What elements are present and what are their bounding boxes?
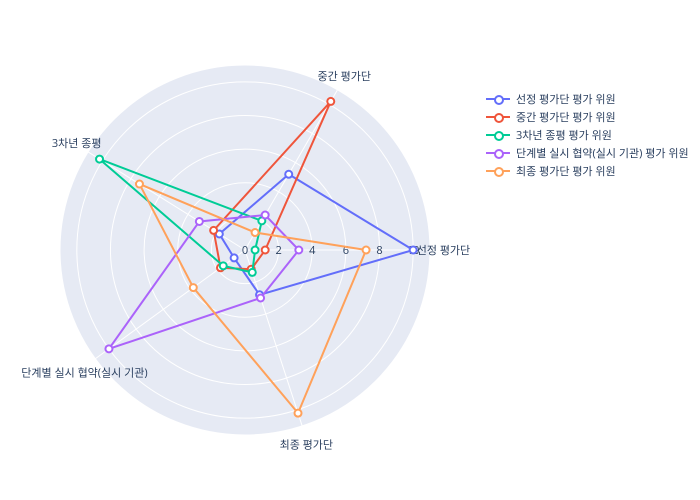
legend-marker-icon	[494, 95, 504, 105]
legend-item[interactable]: 선정 평가단 평가 위원	[486, 90, 689, 108]
axis-label: 선정 평가단	[417, 243, 470, 258]
axis-label: 중간 평가단	[317, 69, 370, 84]
radial-tick-label: 2	[275, 243, 281, 258]
series-marker[interactable]	[252, 229, 259, 236]
legend-label: 최종 평가단 평가 위원	[516, 163, 616, 179]
series-marker[interactable]	[190, 284, 197, 291]
series-marker[interactable]	[295, 247, 302, 254]
series-marker[interactable]	[410, 247, 417, 254]
legend-item[interactable]: 단계별 실시 협약(실시 기관) 평가 위원	[486, 144, 689, 162]
radar-chart-svg: 0246810선정 평가단중간 평가단3차년 종평단계별 실시 협약(실시 기관…	[0, 0, 700, 500]
legend-label: 선정 평가단 평가 위원	[516, 91, 616, 107]
radial-tick-label: 4	[309, 243, 316, 258]
series-marker[interactable]	[220, 262, 227, 269]
series-marker[interactable]	[196, 218, 203, 225]
legend-marker-icon	[494, 167, 504, 177]
axis-label: 최종 평가단	[280, 438, 333, 453]
legend-swatch	[486, 93, 510, 105]
legend-item[interactable]: 최종 평가단 평가 위원	[486, 162, 689, 180]
series-marker[interactable]	[231, 254, 238, 261]
radial-tick-label: 6	[343, 243, 349, 258]
legend-swatch	[486, 147, 510, 159]
legend-swatch	[486, 111, 510, 123]
axis-label: 단계별 실시 협약(실시 기관)	[21, 366, 147, 381]
series-marker[interactable]	[262, 247, 269, 254]
series-marker[interactable]	[327, 98, 334, 105]
legend-marker-icon	[494, 149, 504, 159]
series-marker[interactable]	[363, 247, 370, 254]
series-marker[interactable]	[249, 269, 256, 276]
series-marker[interactable]	[257, 294, 264, 301]
legend-marker-icon	[494, 131, 504, 141]
legend-marker-icon	[494, 113, 504, 123]
series-marker[interactable]	[105, 345, 112, 352]
radar-chart-container: 0246810선정 평가단중간 평가단3차년 종평단계별 실시 협약(실시 기관…	[0, 0, 700, 500]
legend-item[interactable]: 중간 평가단 평가 위원	[486, 108, 689, 126]
legend-item[interactable]: 3차년 종평 평가 위원	[486, 126, 689, 144]
series-marker[interactable]	[96, 156, 103, 163]
legend-swatch	[486, 165, 510, 177]
series-marker[interactable]	[295, 410, 302, 417]
legend-swatch	[486, 129, 510, 141]
legend-label: 단계별 실시 협약(실시 기관) 평가 위원	[516, 145, 689, 161]
axis-label: 3차년 종평	[52, 136, 102, 151]
legend-label: 중간 평가단 평가 위원	[516, 109, 616, 125]
series-marker[interactable]	[285, 171, 292, 178]
legend: 선정 평가단 평가 위원중간 평가단 평가 위원 3차년 종평 평가 위원단계별 …	[486, 90, 689, 180]
series-marker[interactable]	[262, 212, 269, 219]
radial-tick-label: 0	[242, 243, 248, 258]
legend-label: 3차년 종평 평가 위원	[516, 127, 612, 143]
series-marker[interactable]	[210, 227, 217, 234]
series-marker[interactable]	[252, 247, 259, 254]
series-marker[interactable]	[136, 181, 143, 188]
radial-tick-label: 8	[376, 243, 382, 258]
